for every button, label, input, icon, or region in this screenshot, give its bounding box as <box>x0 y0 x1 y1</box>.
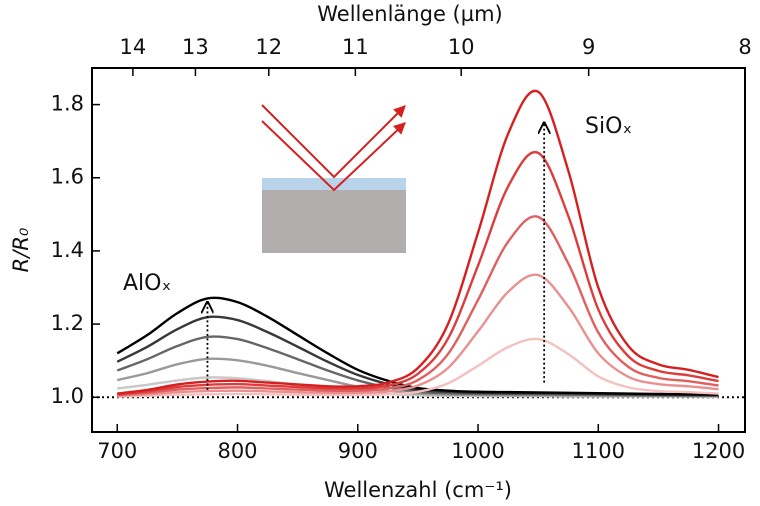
ray <box>261 104 406 179</box>
annotation: SiOₓ <box>585 114 632 139</box>
x2-tick-label: 11 <box>342 35 369 59</box>
x2-tick-label: 10 <box>448 35 475 59</box>
x-axis-label: Wellenzahl (cm⁻¹) <box>324 478 512 502</box>
x-tick-label: 1100 <box>572 439 625 463</box>
plot-frame <box>91 67 746 433</box>
x-tick-label: 700 <box>97 439 137 463</box>
reflection-sketch <box>261 104 406 253</box>
x-tick-label: 800 <box>217 439 257 463</box>
series-line <box>117 150 719 396</box>
y-tick-label: 1.4 <box>51 238 84 262</box>
x2-tick-label: 14 <box>120 35 147 59</box>
series-line <box>117 215 719 397</box>
x-tick-label: 1000 <box>451 439 504 463</box>
series-line <box>116 296 719 396</box>
x-tick-label: 900 <box>338 439 378 463</box>
y-axis-label: R/R₀ <box>9 227 33 272</box>
series-line <box>117 273 719 397</box>
y-tick-label: 1.2 <box>51 311 84 335</box>
x2-tick-label: 8 <box>738 35 751 59</box>
y-tick-label: 1.8 <box>51 92 84 116</box>
annotation: AlOₓ <box>123 271 171 296</box>
oxide-layer <box>262 178 406 190</box>
series-line <box>117 337 719 398</box>
x2-tick-label: 12 <box>255 35 282 59</box>
y-tick-label: 1.0 <box>51 384 84 408</box>
x2-tick-label: 13 <box>182 35 209 59</box>
substrate <box>262 190 406 253</box>
series-line <box>117 89 719 395</box>
y-tick-label: 1.6 <box>51 165 84 189</box>
x-tick-label: 1200 <box>692 439 745 463</box>
top-axis-label: Wellenlänge (µm) <box>317 2 503 26</box>
ray <box>261 120 406 192</box>
x2-tick-label: 9 <box>582 35 595 59</box>
